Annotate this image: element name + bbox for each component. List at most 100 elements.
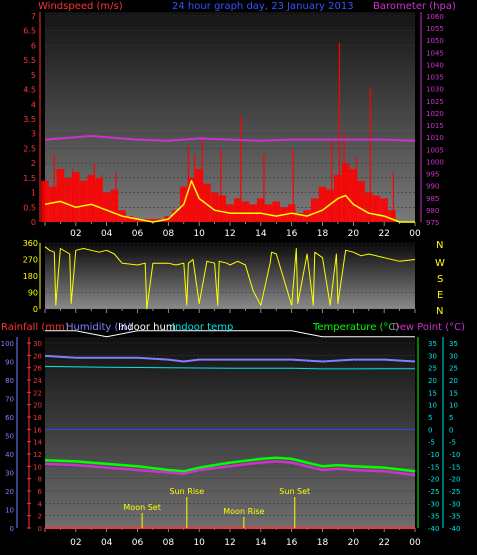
wind-speed-bar	[318, 186, 327, 222]
barometer-tick-label: 1050	[426, 37, 444, 45]
temperature-tick-label: 5	[428, 414, 432, 422]
indoor-temp-line	[44, 365, 416, 370]
direction-tick-label: 360	[23, 239, 38, 248]
wind-speed-bar	[195, 169, 203, 222]
temperature-tick-label: 35	[428, 340, 437, 348]
x-tick-label: 04	[101, 538, 113, 548]
wind-direction-line	[44, 246, 416, 310]
rain-tick-label: 14	[33, 439, 42, 447]
wind-tick-label: 3.5	[23, 115, 36, 124]
wind-tick-label: 5.5	[23, 56, 36, 65]
barometer-tick-label: 1030	[426, 86, 444, 94]
x-tick-label: 08	[163, 538, 175, 548]
compass-n-bottom: N	[436, 306, 443, 317]
rain-tick-label: 20	[33, 402, 42, 410]
x-tick-label: 16	[286, 229, 298, 239]
wind-speed-bar	[133, 219, 142, 222]
x-tick-label: 12	[224, 538, 235, 548]
barometer-tick-label: 995	[426, 171, 439, 179]
rain-tick-label: 8	[38, 476, 42, 484]
temperature-tick-label: 10	[428, 402, 437, 410]
wind-tick-label: 2	[31, 159, 36, 168]
wind-speed-bar	[110, 189, 119, 222]
dewpoint-tick-label: 20	[449, 377, 458, 385]
compass-w: W	[435, 258, 445, 269]
temperature-tick-label: -5	[428, 439, 435, 447]
series-group	[41, 42, 416, 529]
barometer-tick-label: 1035	[426, 74, 444, 82]
wind-speed-bar	[102, 192, 111, 222]
wind-speed-bar	[72, 171, 80, 222]
rain-tick-label: 4	[38, 500, 43, 508]
dewpoint-tick-label: 15	[449, 389, 458, 397]
wind-speed-bar	[187, 177, 196, 222]
dewpoint-tick-label: -40	[449, 525, 460, 533]
temperature-tick-label: 30	[428, 352, 437, 360]
rain-tick-label: 10	[33, 463, 42, 471]
x-tick-label: 18	[317, 538, 329, 548]
rain-tick-label: 22	[33, 389, 42, 397]
wind-speed-bar	[203, 183, 211, 222]
barometer-tick-label: 975	[426, 219, 439, 227]
temperature-tick-label: -20	[428, 476, 439, 484]
wind-tick-label: 6	[31, 41, 36, 50]
wind-speed-bar	[218, 195, 227, 222]
wind-tick-label: 1.5	[23, 174, 36, 183]
wind-speed-bar	[349, 169, 358, 222]
wind-tick-label: 7	[31, 12, 36, 21]
temperature-tick-label: 15	[428, 389, 437, 397]
humidity-tick-label: 70	[5, 396, 14, 404]
x-tick-label: 04	[101, 229, 113, 239]
dewpoint-tick-label: 0	[449, 426, 453, 434]
event-label: Sun Set	[279, 487, 310, 496]
temperature-panel-bg	[45, 337, 415, 528]
compass-n-top: N	[436, 240, 443, 251]
wind-tick-label: 4.5	[23, 86, 36, 95]
x-tick-label: 06	[132, 538, 144, 548]
humidity-line	[44, 354, 416, 363]
astronomy-events: Moon Set Sun Rise Moon Rise Sun Set	[123, 487, 310, 528]
humidity-tick-label: 90	[5, 359, 14, 367]
rain-tick-label: 6	[38, 488, 43, 496]
dewpoint-tick-label: -10	[449, 451, 460, 459]
temperature-axis-title: Temperature (°C)	[312, 322, 399, 333]
temperature-tick-label: -35	[428, 513, 439, 521]
dewpoint-line	[44, 460, 416, 477]
barometer-tick-label: 990	[426, 183, 439, 191]
wind-speed-bar	[95, 177, 103, 222]
wind-speed-bar	[388, 210, 396, 222]
humidity-tick-label: 80	[5, 377, 14, 385]
temperature-line	[44, 456, 416, 473]
x-tick-label: 14	[255, 538, 267, 548]
rain-tick-label: 24	[33, 377, 42, 385]
rain-tick-label: 26	[33, 365, 42, 373]
wind-speed-bar	[233, 198, 242, 222]
x-tick-label: 20	[348, 229, 360, 239]
x-tick-label: 18	[317, 229, 329, 239]
wind-speed-bar	[295, 213, 304, 222]
wind-speed-bar	[64, 177, 72, 222]
barometer-line	[44, 135, 416, 142]
wind-tick-label: 4	[31, 100, 36, 109]
barometer-tick-label: 1015	[426, 122, 444, 130]
direction-tick-label: 0	[33, 305, 38, 314]
x-tick-label: 22	[378, 229, 389, 239]
wind-speed-bar	[241, 201, 250, 222]
chart-title: 24 hour graph day, 23 January 2013	[172, 1, 354, 12]
x-tick-label: 02	[70, 229, 81, 239]
barometer-axis-title: Barometer (hpa)	[373, 1, 456, 12]
wind-tick-label: 1	[31, 189, 36, 198]
x-tick-label: 22	[378, 538, 389, 548]
wind-speed-bar	[310, 198, 319, 222]
x-tick-label: 16	[286, 538, 298, 548]
axis-tick-labels: 0 0.5 1 1.5 2 2.5 3 3.5 4 4.5 5 5.5 6 6.5 7 975 980 985 99…	[1, 12, 461, 548]
event-label: Moon Rise	[223, 507, 264, 516]
wind-speed-bar	[372, 195, 381, 222]
rainfall-axis-title: Rainfall (mm)	[1, 322, 69, 333]
barometer-tick-label: 1045	[426, 49, 444, 57]
rain-tick-label: 16	[33, 426, 42, 434]
wind-speed-bar	[125, 216, 134, 222]
dewpoint-tick-label: 10	[449, 402, 458, 410]
grid-lines	[45, 15, 415, 529]
barometer-tick-label: 1040	[426, 61, 444, 69]
